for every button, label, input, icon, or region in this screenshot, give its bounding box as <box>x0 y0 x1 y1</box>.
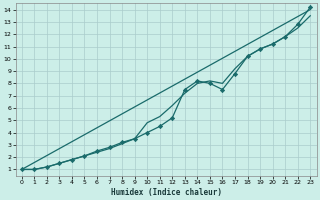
X-axis label: Humidex (Indice chaleur): Humidex (Indice chaleur) <box>110 188 221 197</box>
